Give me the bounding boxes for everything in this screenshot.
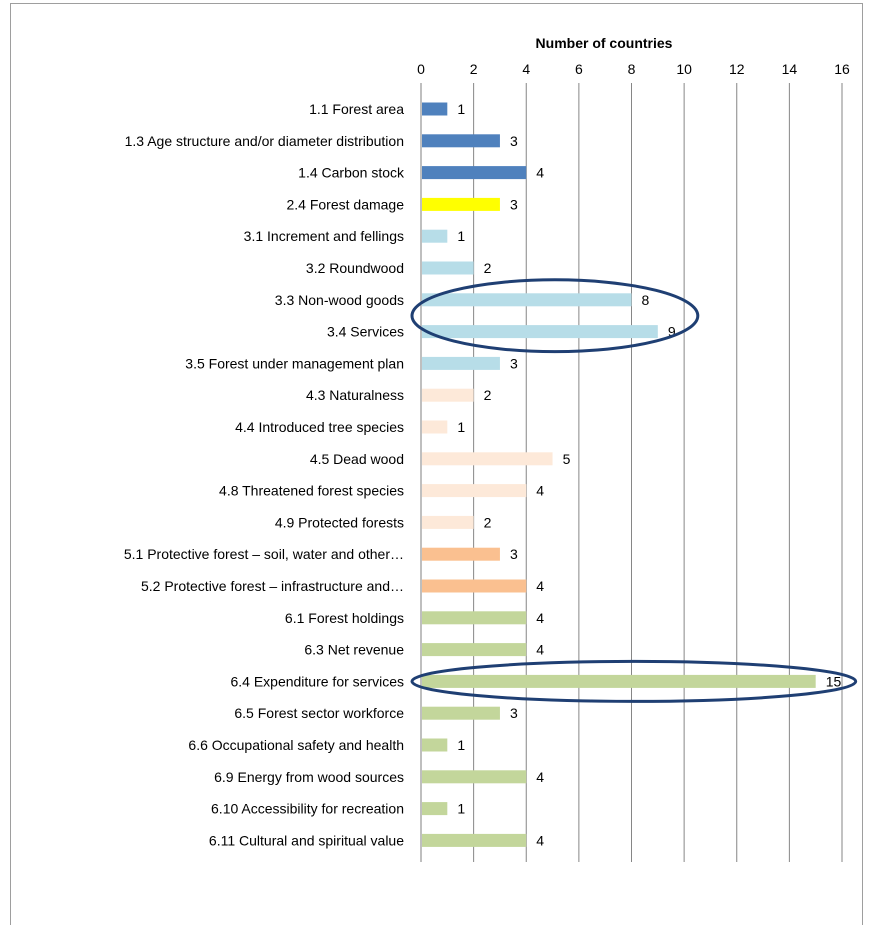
highlight-ellipse — [410, 278, 700, 354]
value-label: 3 — [510, 546, 518, 562]
category-label: 1.1 Forest area — [309, 101, 404, 117]
category-label: 4.4 Introduced tree species — [235, 419, 404, 435]
bar — [422, 802, 448, 816]
x-tick-label: 0 — [417, 61, 425, 77]
bar — [422, 261, 474, 275]
bar — [422, 420, 448, 434]
value-label: 3 — [510, 355, 518, 371]
bar — [422, 102, 448, 116]
category-label: 6.10 Accessibility for recreation — [211, 801, 404, 817]
chart-title: Number of countries — [536, 35, 673, 51]
bars — [422, 102, 816, 847]
x-tick-label: 12 — [729, 61, 745, 77]
category-label: 6.3 Net revenue — [304, 642, 404, 658]
bar — [422, 356, 500, 370]
x-tick-label: 6 — [575, 61, 583, 77]
category-label: 1.4 Carbon stock — [298, 165, 405, 181]
bar — [422, 833, 527, 847]
bar — [422, 134, 500, 148]
bar — [422, 611, 527, 625]
value-label: 8 — [642, 292, 650, 308]
value-label: 9 — [668, 324, 676, 340]
category-label: 5.2 Protective forest – infrastructure a… — [141, 578, 404, 594]
category-label: 6.11 Cultural and spiritual value — [209, 832, 404, 848]
bar — [422, 515, 474, 529]
bar — [422, 388, 474, 402]
frame-top-border — [10, 3, 863, 4]
bar — [422, 547, 500, 561]
value-label: 1 — [457, 228, 465, 244]
x-tick-label: 14 — [782, 61, 798, 77]
bar — [422, 643, 527, 657]
bar — [422, 484, 527, 498]
bar — [422, 325, 658, 339]
bar — [422, 452, 553, 466]
category-label: 4.8 Threatened forest species — [219, 483, 404, 499]
category-label: 2.4 Forest damage — [286, 196, 404, 212]
x-tick-label: 10 — [676, 61, 692, 77]
value-label: 2 — [484, 514, 492, 530]
x-tick-label: 8 — [628, 61, 636, 77]
category-label: 3.2 Roundwood — [306, 260, 404, 276]
value-label: 2 — [484, 260, 492, 276]
category-label: 6.1 Forest holdings — [285, 610, 404, 626]
bar — [422, 293, 632, 307]
value-label: 1 — [457, 419, 465, 435]
category-label: 5.1 Protective forest – soil, water and … — [124, 546, 404, 562]
value-label: 3 — [510, 196, 518, 212]
category-labels: 1.1 Forest area 1.3 Age structure and/or … — [124, 101, 405, 848]
value-label: 2 — [484, 387, 492, 403]
bar — [422, 579, 527, 593]
value-label: 1 — [457, 101, 465, 117]
category-label: 6.5 Forest sector workforce — [234, 705, 404, 721]
value-label: 3 — [510, 705, 518, 721]
value-label: 1 — [457, 801, 465, 817]
bar — [422, 738, 448, 752]
x-tick-label: 4 — [522, 61, 530, 77]
frame-left-border — [10, 3, 11, 925]
highlight-ellipses — [410, 278, 858, 703]
x-axis-ticks: 0 2 4 6 8 10 12 14 16 — [417, 61, 850, 77]
x-tick-label: 16 — [834, 61, 850, 77]
value-label: 4 — [536, 832, 544, 848]
category-label: 3.4 Services — [327, 324, 404, 340]
value-label: 1 — [457, 737, 465, 753]
value-label: 5 — [563, 451, 571, 467]
bar — [422, 197, 500, 211]
value-label: 4 — [536, 165, 544, 181]
category-label: 4.9 Protected forests — [275, 514, 404, 530]
category-label: 6.4 Expenditure for services — [230, 673, 404, 689]
value-label: 3 — [510, 133, 518, 149]
x-tick-label: 2 — [470, 61, 478, 77]
category-label: 6.6 Occupational safety and health — [188, 737, 404, 753]
category-label: 3.1 Increment and fellings — [244, 228, 404, 244]
category-label: 6.9 Energy from wood sources — [214, 769, 404, 785]
value-label: 4 — [536, 769, 544, 785]
value-label: 4 — [536, 578, 544, 594]
category-label: 3.5 Forest under management plan — [185, 355, 404, 371]
value-label: 4 — [536, 483, 544, 499]
bar — [422, 706, 500, 720]
value-label: 15 — [826, 673, 842, 689]
category-label: 4.3 Naturalness — [306, 387, 404, 403]
category-label: 3.3 Non-wood goods — [275, 292, 404, 308]
category-label: 4.5 Dead wood — [310, 451, 404, 467]
value-label: 4 — [536, 642, 544, 658]
category-label: 1.3 Age structure and/or diameter distri… — [125, 133, 404, 149]
value-label: 4 — [536, 610, 544, 626]
highlight-ellipse — [410, 659, 858, 703]
bar — [422, 229, 448, 243]
grid-lines — [420, 83, 843, 862]
bar — [422, 770, 527, 784]
bar — [422, 674, 816, 688]
bar — [422, 166, 527, 180]
frame-right-border — [862, 3, 863, 925]
